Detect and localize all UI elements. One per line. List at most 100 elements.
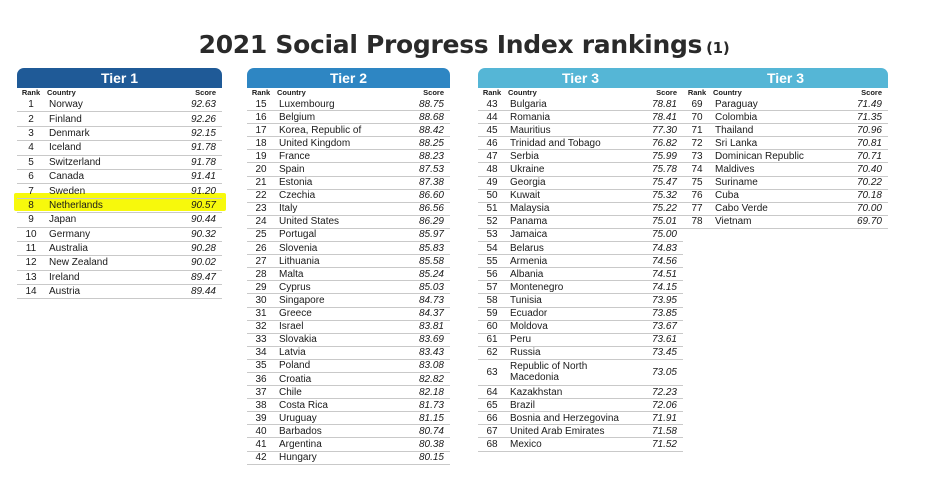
score-cell: 90.57 xyxy=(190,199,216,211)
country-cell: Thailand xyxy=(715,124,754,136)
rank-cell: 22 xyxy=(255,190,267,202)
table-row: 25 Portugal 85.97 xyxy=(247,229,450,243)
rank-cell: 27 xyxy=(255,255,267,267)
score-cell: 91.20 xyxy=(190,185,216,197)
country-cell: Bulgaria xyxy=(510,98,547,110)
country-column-header: Country xyxy=(277,88,306,97)
rank-cell: 28 xyxy=(255,268,267,280)
table-row: 28 Malta 85.24 xyxy=(247,268,450,282)
table-row: 54 Belarus 74.83 xyxy=(478,242,683,256)
rank-cell: 10 xyxy=(25,228,37,240)
rank-cell: 75 xyxy=(691,177,703,189)
score-cell: 91.78 xyxy=(190,156,216,168)
country-cell: Bosnia and Herzegovina xyxy=(510,412,619,424)
table-row: 2 Finland 92.26 xyxy=(17,112,222,127)
country-cell: Argentina xyxy=(279,438,322,450)
rank-cell: 25 xyxy=(255,229,267,241)
score-cell: 71.49 xyxy=(856,98,882,110)
score-cell: 88.25 xyxy=(418,137,444,149)
score-cell: 73.05 xyxy=(651,366,677,378)
score-cell: 73.85 xyxy=(651,308,677,320)
country-cell: Maldives xyxy=(715,164,755,176)
rank-cell: 29 xyxy=(255,281,267,293)
country-cell: Dominican Republic xyxy=(715,150,804,162)
score-cell: 85.24 xyxy=(418,268,444,280)
table-row: 46 Trinidad and Tobago 76.82 xyxy=(478,137,683,151)
table-row: 14 Austria 89.44 xyxy=(17,285,222,300)
score-cell: 88.23 xyxy=(418,150,444,162)
score-cell: 75.00 xyxy=(651,229,677,241)
table-row: 62 Russia 73.45 xyxy=(478,347,683,360)
score-cell: 90.28 xyxy=(190,243,216,255)
country-cell: Belarus xyxy=(510,242,544,254)
table-row: 57 Montenegro 74.15 xyxy=(478,281,683,295)
score-cell: 86.56 xyxy=(418,203,444,215)
country-column-header: Country xyxy=(47,88,76,97)
score-cell: 86.60 xyxy=(418,190,444,202)
country-cell: Suriname xyxy=(715,177,758,189)
country-cell: Mauritius xyxy=(510,124,551,136)
country-cell: Trinidad and Tobago xyxy=(510,137,601,149)
rank-cell: 71 xyxy=(691,124,703,136)
table-row: 17 Korea, Republic of 88.42 xyxy=(247,124,450,138)
country-cell: Czechia xyxy=(279,190,316,202)
rank-column-header: Rank xyxy=(251,88,271,97)
score-cell: 75.99 xyxy=(651,150,677,162)
score-cell: 74.15 xyxy=(651,281,677,293)
table-row: 38 Costa Rica 81.73 xyxy=(247,399,450,413)
score-cell: 70.00 xyxy=(856,203,882,215)
rank-column-header: Rank xyxy=(482,88,502,97)
rank-cell: 59 xyxy=(486,308,498,320)
rank-cell: 65 xyxy=(486,399,498,411)
country-cell: Colombia xyxy=(715,111,758,123)
country-cell: Jamaica xyxy=(510,229,548,241)
table-row: 44 Romania 78.41 xyxy=(478,111,683,125)
country-cell: Japan xyxy=(49,214,77,226)
country-cell: Australia xyxy=(49,243,88,255)
country-cell: Belgium xyxy=(279,111,316,123)
rank-cell: 54 xyxy=(486,242,498,254)
rank-cell: 49 xyxy=(486,177,498,189)
score-cell: 74.51 xyxy=(651,268,677,280)
country-cell: Vietnam xyxy=(715,216,752,228)
country-cell: Canada xyxy=(49,171,85,183)
table-row: 58 Tunisia 73.95 xyxy=(478,294,683,308)
rank-cell: 33 xyxy=(255,334,267,346)
rank-cell: 19 xyxy=(255,150,267,162)
score-cell: 83.81 xyxy=(418,321,444,333)
country-column-header: Country xyxy=(713,88,742,97)
country-cell: Montenegro xyxy=(510,281,564,293)
table-row: 48 Ukraine 75.78 xyxy=(478,163,683,177)
score-cell: 73.95 xyxy=(651,294,677,306)
table-row: 13 Ireland 89.47 xyxy=(17,271,222,286)
country-cell: Chile xyxy=(279,386,302,398)
table-row: 8 Netherlands 90.57 xyxy=(17,199,222,214)
rank-cell: 12 xyxy=(25,257,37,269)
rank-cell: 74 xyxy=(691,164,703,176)
rank-cell: 6 xyxy=(28,171,34,183)
rank-cell: 44 xyxy=(486,111,498,123)
country-cell: Korea, Republic of xyxy=(279,124,362,136)
country-cell: Albania xyxy=(510,268,544,280)
rank-cell: 37 xyxy=(255,386,267,398)
rank-cell: 35 xyxy=(255,360,267,372)
country-cell: Kuwait xyxy=(510,190,541,202)
table-row: 74 Maldives 70.40 xyxy=(683,163,888,177)
score-cell: 90.32 xyxy=(190,228,216,240)
table-row: 22 Czechia 86.60 xyxy=(247,190,450,203)
rank-cell: 42 xyxy=(255,452,267,464)
table-row: 51 Malaysia 75.22 xyxy=(478,203,683,216)
country-cell: Portugal xyxy=(279,229,317,241)
table-row: 1 Norway 92.63 xyxy=(17,98,222,113)
score-cell: 70.96 xyxy=(856,124,882,136)
rank-cell: 58 xyxy=(486,294,498,306)
rank-cell: 31 xyxy=(255,308,267,320)
rank-cell: 24 xyxy=(255,216,267,228)
country-cell: Hungary xyxy=(279,452,317,464)
table-row: 24 United States 86.29 xyxy=(247,216,450,229)
table-row: 64 Kazakhstan 72.23 xyxy=(478,386,683,400)
rank-cell: 15 xyxy=(255,98,267,110)
table-row: 23 Italy 86.56 xyxy=(247,203,450,216)
rank-cell: 41 xyxy=(255,438,267,450)
score-cell: 74.56 xyxy=(651,255,677,267)
